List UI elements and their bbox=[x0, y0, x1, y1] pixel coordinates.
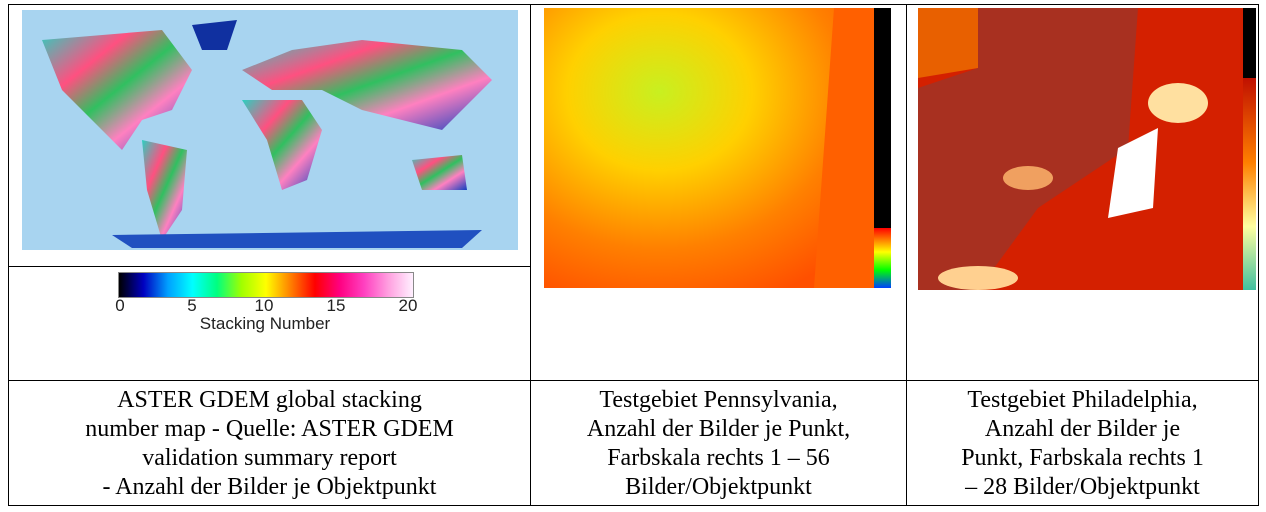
border bbox=[8, 266, 531, 267]
caption-line: Bilder/Objektpunkt bbox=[625, 474, 812, 500]
pennsylvania-image bbox=[544, 8, 891, 288]
border bbox=[1258, 4, 1259, 506]
colorbar-tick: 5 bbox=[187, 296, 197, 315]
caption-line: Testgebiet Philadelphia, bbox=[967, 387, 1198, 413]
colorbar bbox=[118, 272, 414, 298]
caption: ASTER GDEM global stacking number map - … bbox=[9, 382, 530, 506]
caption-line: Testgebiet Pennsylvania, bbox=[599, 387, 838, 413]
border bbox=[8, 380, 1259, 381]
caption-line: Anzahl der Bilder je Punkt, bbox=[586, 416, 851, 442]
border bbox=[8, 4, 1259, 5]
caption-line: Farbskala rechts 1 – 56 bbox=[607, 445, 830, 471]
colorbar-tick: 20 bbox=[398, 296, 418, 315]
border bbox=[8, 4, 9, 506]
colorbar-tick: 10 bbox=[254, 296, 274, 315]
colorbar-tick: 15 bbox=[326, 296, 346, 315]
colorbar-label: Stacking Number bbox=[199, 314, 331, 333]
caption-line: number map - Quelle: ASTER GDEM bbox=[85, 416, 454, 442]
border bbox=[8, 505, 1259, 506]
caption: Testgebiet Pennsylvania, Anzahl der Bild… bbox=[531, 382, 906, 506]
caption-line: ASTER GDEM global stacking bbox=[117, 387, 422, 413]
philadelphia-image bbox=[918, 8, 1256, 290]
colorbar-tick: 0 bbox=[115, 296, 125, 315]
border bbox=[530, 4, 531, 506]
caption-line: – 28 Bilder/Objektpunkt bbox=[965, 474, 1200, 500]
border bbox=[906, 4, 907, 506]
world-map-image bbox=[22, 10, 518, 250]
caption-line: Punkt, Farbskala rechts 1 bbox=[961, 445, 1204, 471]
caption-line: validation summary report bbox=[142, 445, 397, 471]
caption: Testgebiet Philadelphia, Anzahl der Bild… bbox=[907, 382, 1258, 506]
caption-line: Anzahl der Bilder je bbox=[984, 416, 1181, 442]
caption-line: - Anzahl der Bilder je Objektpunkt bbox=[102, 474, 437, 500]
